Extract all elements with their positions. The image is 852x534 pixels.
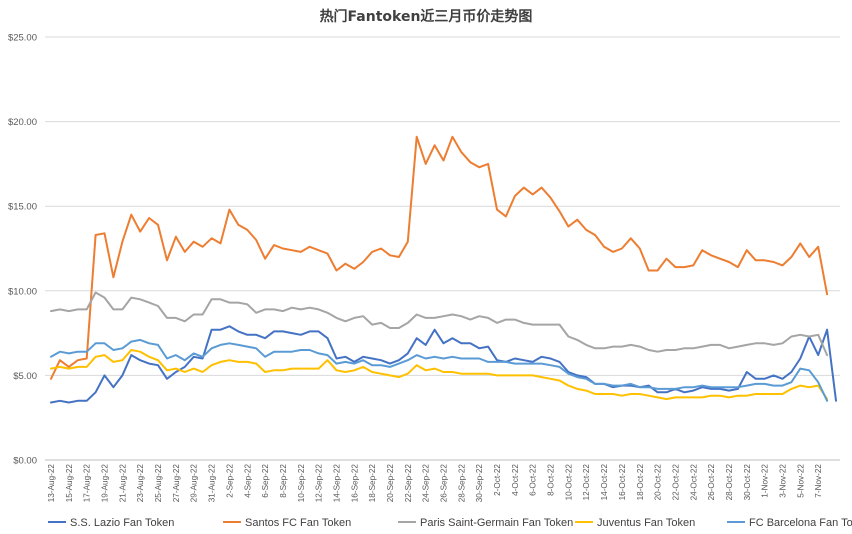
x-tick-label: 8-Sep-22 — [279, 464, 288, 498]
x-tick-label: 18-Sep-22 — [368, 464, 377, 503]
chart-title: 热门Fantoken近三月币价走势图 — [319, 9, 533, 25]
x-tick-label: 28-Sep-22 — [457, 464, 466, 503]
x-tick-label: 4-Sep-22 — [243, 464, 252, 498]
x-tick-label: 29-Aug-22 — [190, 464, 199, 503]
x-tick-label: 25-Aug-22 — [154, 464, 163, 503]
legend-label: S.S. Lazio Fan Token — [70, 517, 174, 529]
series-line — [50, 291, 829, 357]
x-tick-label: 28-Oct-22 — [725, 464, 734, 501]
x-tick-label: 15-Aug-22 — [65, 464, 74, 503]
legend-label: Juventus Fan Token — [597, 517, 695, 529]
x-tick-label: 21-Aug-22 — [118, 464, 127, 503]
x-tick-label: 22-Oct-22 — [671, 464, 680, 501]
x-tick-label: 2-Oct-22 — [493, 464, 502, 496]
gridlines — [45, 36, 840, 461]
x-tick-label: 10-Sep-22 — [297, 464, 306, 503]
x-tick-label: 20-Oct-22 — [654, 464, 663, 501]
series-line — [50, 135, 829, 380]
x-tick-label: 26-Oct-22 — [707, 464, 716, 501]
x-tick-label: 30-Sep-22 — [475, 464, 484, 503]
legend: S.S. Lazio Fan Token Santos FC Fan Token P… — [48, 517, 852, 529]
y-tick-label: $20.00 — [8, 117, 37, 128]
x-tick-label: 22-Sep-22 — [404, 464, 413, 503]
x-tick-label: 16-Oct-22 — [618, 464, 627, 501]
x-tick-label: 19-Aug-22 — [101, 464, 110, 503]
legend-label: Santos FC Fan Token — [245, 517, 351, 529]
x-tick-label: 18-Oct-22 — [636, 464, 645, 501]
x-tick-label: 6-Sep-22 — [261, 464, 270, 498]
series-line — [50, 349, 829, 401]
x-tick-label: 17-Aug-22 — [83, 464, 92, 503]
x-tick-label: 10-Oct-22 — [564, 464, 573, 501]
x-tick-label: 30-Oct-22 — [743, 464, 752, 501]
legend-label: FC Barcelona Fan Token — [749, 517, 852, 529]
x-tick-label: 23-Aug-22 — [136, 464, 145, 503]
series-line — [50, 338, 829, 402]
x-tick-label: 16-Sep-22 — [350, 464, 359, 503]
x-tick-label: 7-Nov-22 — [814, 464, 823, 498]
x-tick-label: 12-Oct-22 — [582, 464, 591, 501]
x-tick-label: 20-Sep-22 — [386, 464, 395, 503]
x-tick-label: 13-Aug-22 — [47, 464, 56, 503]
y-axis: $0.00 $5.00 $10.00 $15.00 $20.00 $25.00 — [8, 33, 37, 467]
y-tick-label: $25.00 — [8, 33, 37, 44]
x-tick-label: 1-Nov-22 — [761, 464, 770, 498]
x-tick-label: 5-Nov-22 — [796, 464, 805, 498]
y-tick-label: $5.00 — [13, 371, 37, 382]
x-tick-label: 3-Nov-22 — [778, 464, 787, 498]
x-tick-label: 12-Sep-22 — [315, 464, 324, 503]
x-tick-label: 26-Sep-22 — [440, 464, 449, 503]
x-tick-label: 8-Oct-22 — [547, 464, 556, 496]
x-tick-label: 27-Aug-22 — [172, 464, 181, 503]
x-tick-label: 14-Sep-22 — [332, 464, 341, 503]
x-tick-label: 14-Oct-22 — [600, 464, 609, 501]
y-tick-label: $10.00 — [8, 286, 37, 297]
x-axis: 13-Aug-22 15-Aug-22 17-Aug-22 19-Aug-22 21-A… — [47, 464, 823, 503]
x-tick-label: 4-Oct-22 — [511, 464, 520, 496]
x-tick-label: 24-Sep-22 — [422, 464, 431, 503]
series-line — [50, 325, 837, 404]
x-tick-label: 6-Oct-22 — [529, 464, 538, 496]
y-tick-label: $0.00 — [13, 456, 37, 467]
x-tick-label: 31-Aug-22 — [208, 464, 217, 503]
legend-label: Paris Saint-Germain Fan Token — [420, 517, 573, 529]
y-tick-label: $15.00 — [8, 202, 37, 213]
x-tick-label: 24-Oct-22 — [689, 464, 698, 501]
series-lines — [50, 135, 837, 404]
x-tick-label: 2-Sep-22 — [225, 464, 234, 498]
